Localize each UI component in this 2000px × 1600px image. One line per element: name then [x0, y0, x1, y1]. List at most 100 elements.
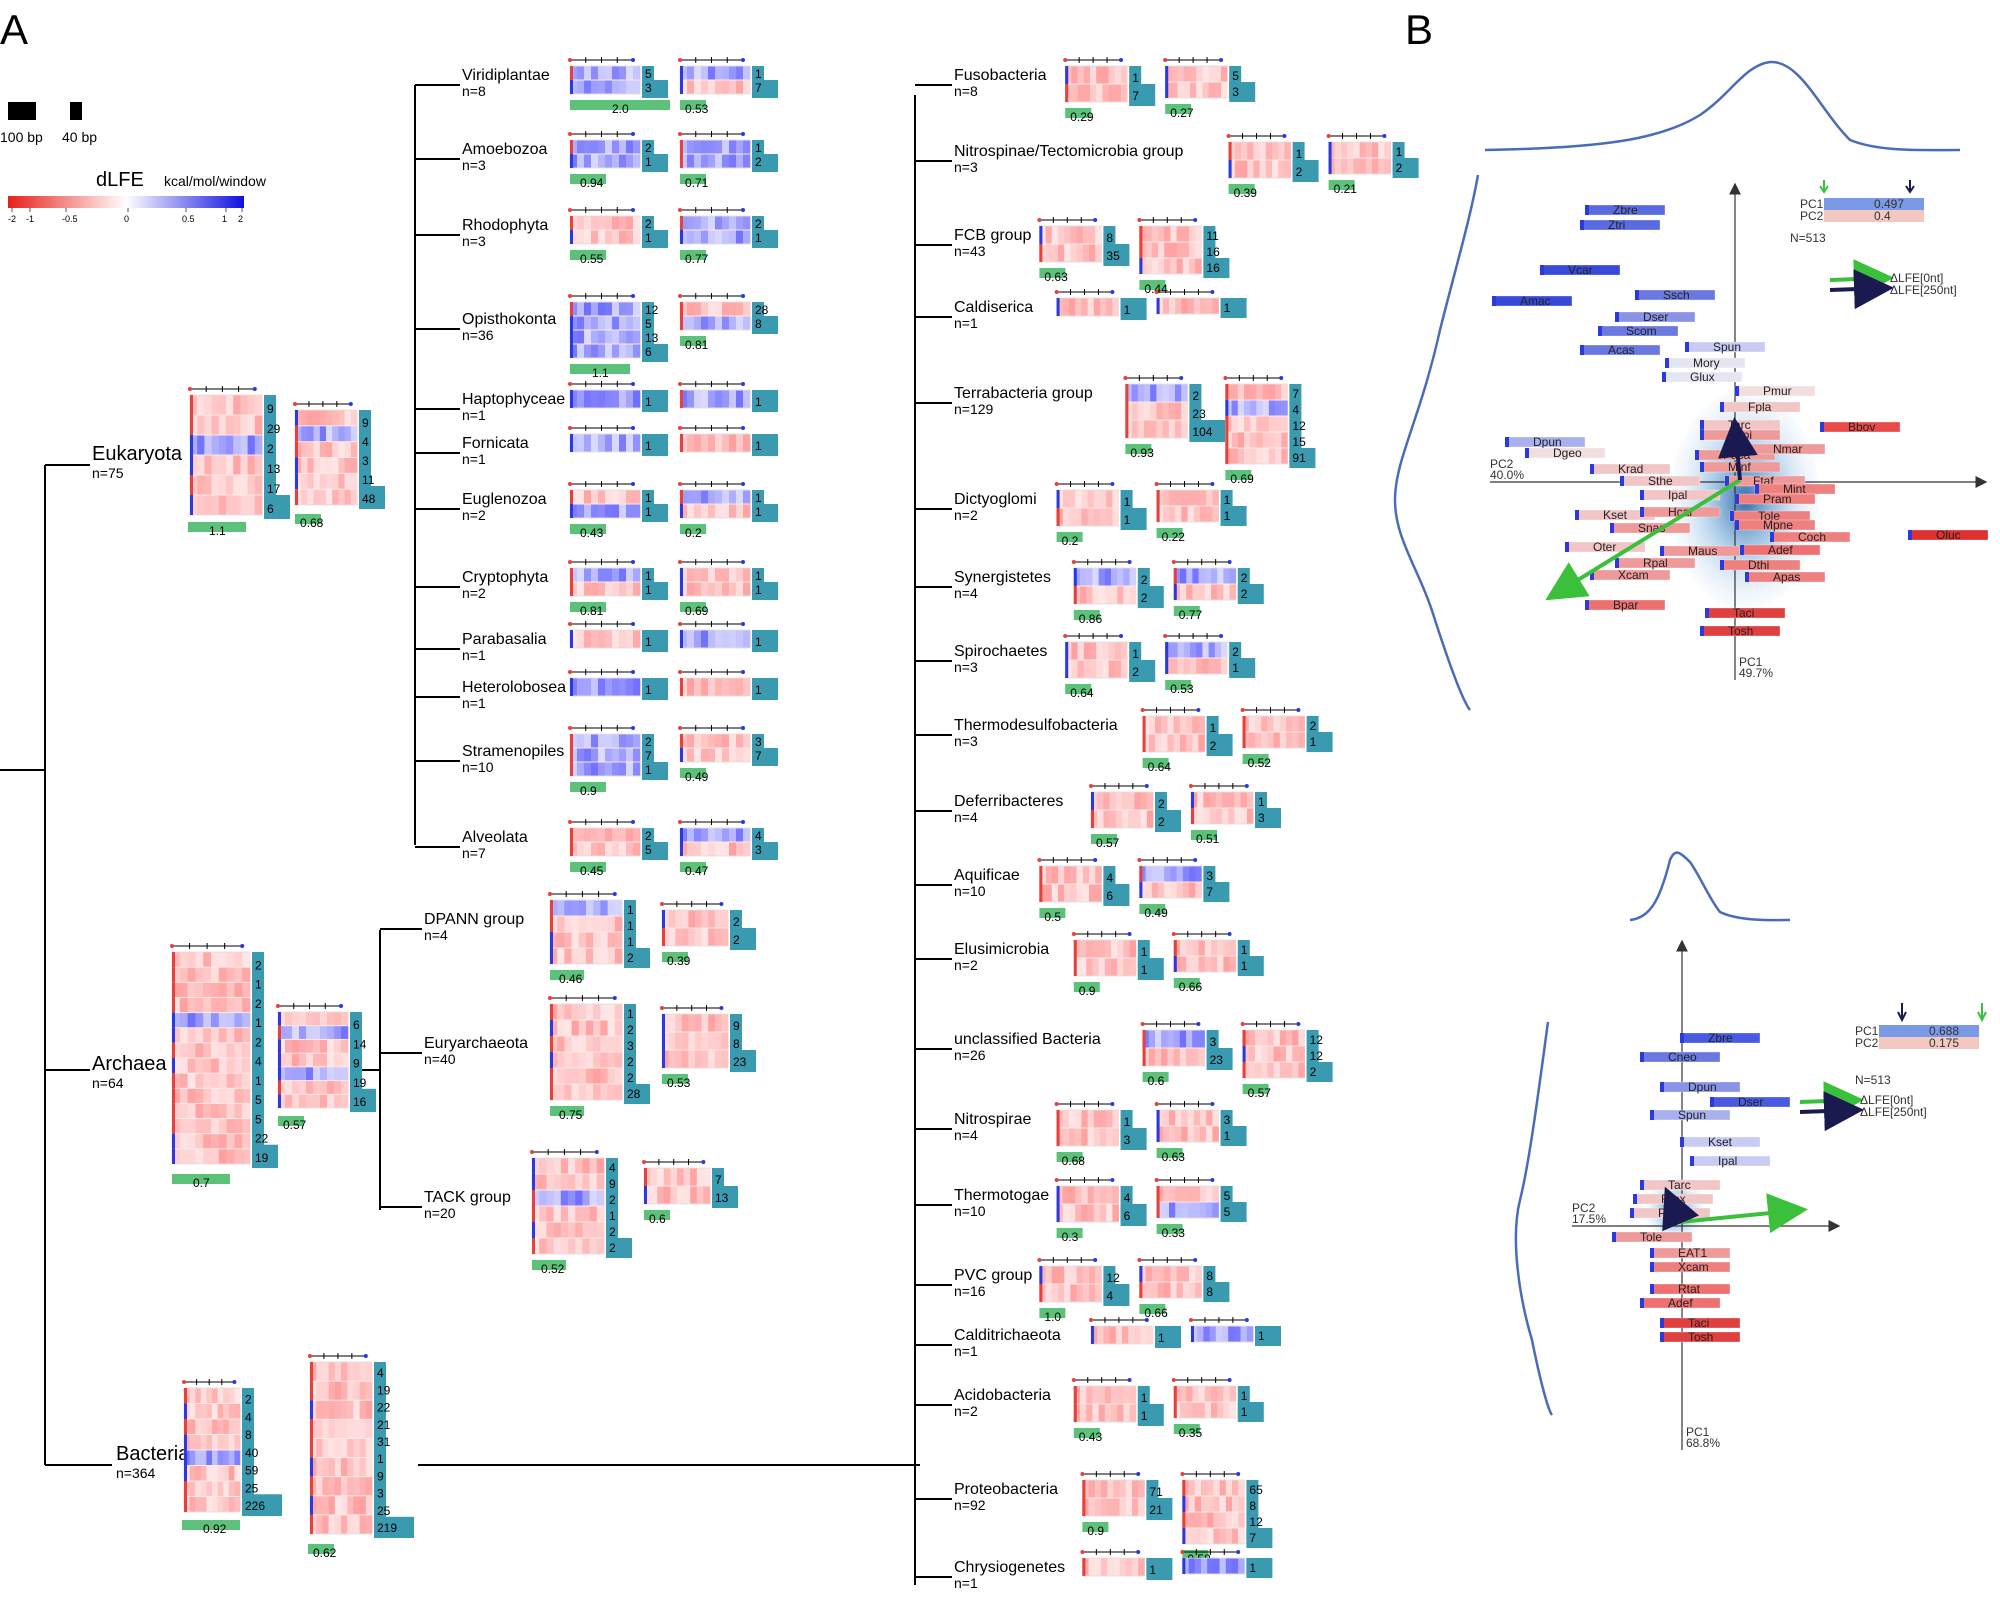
subgroup-count: n=26: [954, 1047, 986, 1063]
green-bar-right: 0.69: [680, 602, 709, 618]
count-label: 21: [1149, 1503, 1163, 1517]
subgroup-count: n=4: [954, 585, 978, 601]
green-value: 0.27: [1170, 106, 1194, 120]
legend-title: dLFE: [96, 169, 144, 191]
pc1-marker-green: [1977, 1003, 1987, 1023]
count-label: 2: [755, 155, 762, 169]
heatmap-left: [1054, 1101, 1119, 1147]
count-label: 104: [1192, 425, 1212, 439]
counts-right: 713: [712, 1168, 738, 1208]
green-value: 0.81: [580, 604, 604, 618]
pc1-value: 0.688: [1929, 1024, 1959, 1038]
counts-right: 55: [1220, 1186, 1247, 1222]
subgroup-name: Haptophyceae: [462, 391, 565, 408]
count-label: 1: [1210, 721, 1217, 735]
count-label: 1: [1224, 1129, 1231, 1143]
count-label: 2: [1141, 573, 1148, 587]
count-label: 1: [755, 583, 762, 597]
heatmap-left: [1080, 1471, 1145, 1517]
heatmap-right: [1326, 133, 1391, 175]
green-value: 0.43: [580, 526, 604, 540]
subgroup-name: Chrysiogenetes: [954, 1559, 1065, 1576]
green-bar-left: 0.64: [1142, 758, 1171, 774]
count-label: 5: [645, 317, 652, 331]
count-label: 13: [267, 462, 281, 476]
count-label: 2: [645, 735, 652, 749]
counts-right: 11: [752, 490, 778, 522]
count-label: 1: [627, 935, 634, 949]
heatmap-left: [170, 943, 251, 1165]
count-label: 1: [755, 491, 762, 505]
heatmap-right: [1171, 559, 1237, 601]
subgroup-name: Heterolobosea: [462, 679, 566, 696]
counts-left: 1: [1146, 1558, 1173, 1580]
count-label: 4: [1124, 1191, 1131, 1205]
species-bar: Mint: [1754, 482, 1836, 496]
species-bar: Spun: [1649, 1108, 1731, 1122]
count-label: 4: [1292, 403, 1299, 417]
subgroup-name: TACK group: [424, 1189, 511, 1206]
count-label: 9: [267, 402, 274, 416]
counts-right: 11: [1237, 1386, 1264, 1422]
legend-arrow-dark: [1799, 1091, 1864, 1132]
count-label: 2: [255, 958, 262, 972]
green-bar-right: 0.68: [295, 514, 324, 530]
counts-left: 22: [1137, 568, 1164, 608]
green-bar-right: 0.52: [1242, 754, 1271, 770]
subgroup-count: n=1: [954, 1343, 978, 1359]
green-bar-right: 0.2: [680, 524, 706, 540]
heatmap-right: [1171, 1377, 1237, 1419]
species-label: Ipal: [1718, 1154, 1737, 1168]
species-label: EAT1: [1678, 1246, 1707, 1260]
counts-left: 46: [1120, 1186, 1147, 1226]
count-label: 2: [733, 915, 740, 929]
pc1-density-curve: [1629, 851, 1791, 922]
species-label: Oter: [1593, 540, 1616, 554]
count-label: 9: [733, 1019, 740, 1033]
counts-right: 37: [1203, 866, 1230, 902]
green-bar-right: 0.53: [662, 1074, 691, 1090]
count-label: 1: [1310, 735, 1317, 749]
heatmap-left: [1054, 289, 1119, 317]
green-value: 2.0: [612, 102, 629, 116]
counts-left: 1: [642, 630, 668, 652]
species-label: Tarc: [1668, 1178, 1691, 1192]
heatmap-right: [678, 725, 751, 763]
green-value: 0.53: [1170, 682, 1194, 696]
species-label: Kset: [1603, 508, 1628, 522]
species-bar: Bpar: [1584, 598, 1666, 612]
heatmap-right: [1154, 289, 1219, 315]
species-bar: Apas: [1744, 570, 1826, 584]
counts-right: 53: [1229, 66, 1256, 102]
subgroup-name: Proteobacteria: [954, 1481, 1058, 1498]
green-value: 0.39: [1234, 186, 1258, 200]
pc1-legend-label: PC1: [1855, 1024, 1879, 1038]
species-bar: Kset: [1679, 1135, 1761, 1149]
species-label: Tole: [1640, 1230, 1662, 1244]
count-label: 1: [1232, 661, 1239, 675]
counts-left: 12: [1292, 142, 1319, 182]
species-bar: Sepi: [1699, 428, 1781, 442]
species-bar: Ipal: [1689, 1154, 1771, 1168]
pc2-legend-label: PC2: [1855, 1036, 1879, 1050]
pc1-marker-dark: [1897, 1003, 1907, 1023]
pc1-axis-label: PC1: [1686, 1425, 1710, 1439]
count-label: 9: [609, 1177, 616, 1191]
legend-arrow-green: [1799, 1081, 1864, 1122]
green-bar-right: 0.57: [1242, 1084, 1271, 1100]
n-label: N=513: [1790, 231, 1826, 245]
count-label: 1: [1124, 495, 1131, 509]
green-value: 0.57: [283, 1118, 307, 1132]
pc2-density-curve: [1393, 174, 1480, 711]
subgroup-name: PVC group: [954, 1267, 1032, 1284]
species-bar: Dser: [1709, 1095, 1791, 1109]
heatmap-right: [293, 401, 358, 506]
species-label: Dpun: [1533, 435, 1562, 449]
pc1-legend-label: PC1: [1800, 197, 1824, 211]
counts-left: 1: [1120, 298, 1147, 320]
